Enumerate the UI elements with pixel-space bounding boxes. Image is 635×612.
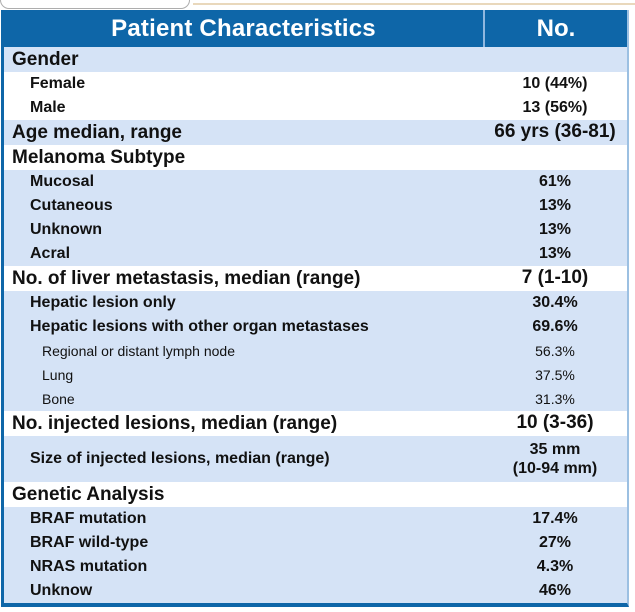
row-value: 35 mm (10-94 mm) [512,440,598,477]
table-row: No. of liver metastasis, median (range) 7… [4,266,627,291]
row-label: NRAS mutation [30,558,148,575]
row-label: Female [30,75,86,92]
row-value: 56.3% [535,342,575,359]
row-value: 10 (44%) [522,75,588,93]
row-label: Regional or distant lymph node [42,343,236,359]
row-value: 4.3% [536,558,574,576]
table-row: Hepatic lesions with other organ metasta… [4,315,627,339]
row-label: Size of injected lesions, median (range) [30,450,330,467]
row-label: No. injected lesions, median (range) [12,412,338,434]
row-value: 31.3% [535,390,575,407]
table-row: Unknow 46% [4,579,627,603]
row-value: 7 (1-10) [521,267,589,289]
patient-characteristics-table: Patient Characteristics No. Gender Female… [1,10,629,607]
row-value: 69.6% [532,318,578,336]
row-value: 10 (3-36) [516,412,594,434]
row-label: Hepatic lesion only [30,294,176,311]
table-row: Male 13 (56%) [4,96,627,120]
row-label: Cutaneous [30,197,113,214]
table-row: Hepatic lesion only 30.4% [4,291,627,315]
row-label: Male [30,99,66,116]
row-value: 13% [538,197,572,215]
header-characteristics: Patient Characteristics [111,14,376,42]
table-row: Mucosal 61% [4,170,627,194]
table-header-row: Patient Characteristics No. [4,10,627,47]
table-row: Female 10 (44%) [4,72,627,96]
table-row: Melanoma Subtype [4,145,627,170]
row-value: 13 (56%) [522,99,588,117]
row-value: 13% [538,245,572,263]
row-label: Unknow [30,582,93,599]
slide-accent-line [193,3,635,5]
header-column-divider [483,10,485,47]
row-value: 27% [538,534,572,552]
row-label: Bone [42,391,75,407]
table-row: Age median, range 66 yrs (36-81) [4,120,627,145]
table-row: Gender [4,47,627,72]
table-row: NRAS mutation 4.3% [4,555,627,579]
table-row: BRAF mutation 17.4% [4,507,627,531]
row-value: 37.5% [535,366,575,383]
row-label: BRAF wild-type [30,534,149,551]
row-label: BRAF mutation [30,510,147,527]
row-label: No. of liver metastasis, median (range) [12,267,361,289]
table-body: Gender Female 10 (44%) Male 13 (56%) Age medi… [4,47,627,603]
table-row: Lung 37.5% [4,363,627,387]
row-label: Melanoma Subtype [12,146,186,168]
table-row: Cutaneous 13% [4,194,627,218]
row-value: 30.4% [532,294,578,312]
row-label: Hepatic lesions with other organ metasta… [30,318,369,335]
row-value: 66 yrs (36-81) [494,121,616,143]
table-row: Unknown 13% [4,218,627,242]
row-value: 61% [538,173,572,191]
table-row: Regional or distant lymph node 56.3% [4,339,627,363]
row-label: Genetic Analysis [12,483,165,505]
row-label: Lung [42,367,74,383]
row-value: 46% [538,582,572,600]
row-label: Gender [12,48,79,70]
row-label: Unknown [30,221,102,238]
row-label: Mucosal [30,173,95,190]
table-row: Size of injected lesions, median (range)… [4,436,627,482]
header-count: No. [536,14,576,42]
table-row: BRAF wild-type 27% [4,531,627,555]
table-row: Bone 31.3% [4,387,627,411]
row-value: 17.4% [532,510,578,528]
slide-fragment-box [0,0,190,9]
row-label: Age median, range [12,121,182,143]
table-row: Genetic Analysis [4,482,627,507]
table-row: Acral 13% [4,242,627,266]
row-value: 13% [538,221,572,239]
row-label: Acral [30,245,71,262]
table-row: No. injected lesions, median (range) 10 (… [4,411,627,436]
